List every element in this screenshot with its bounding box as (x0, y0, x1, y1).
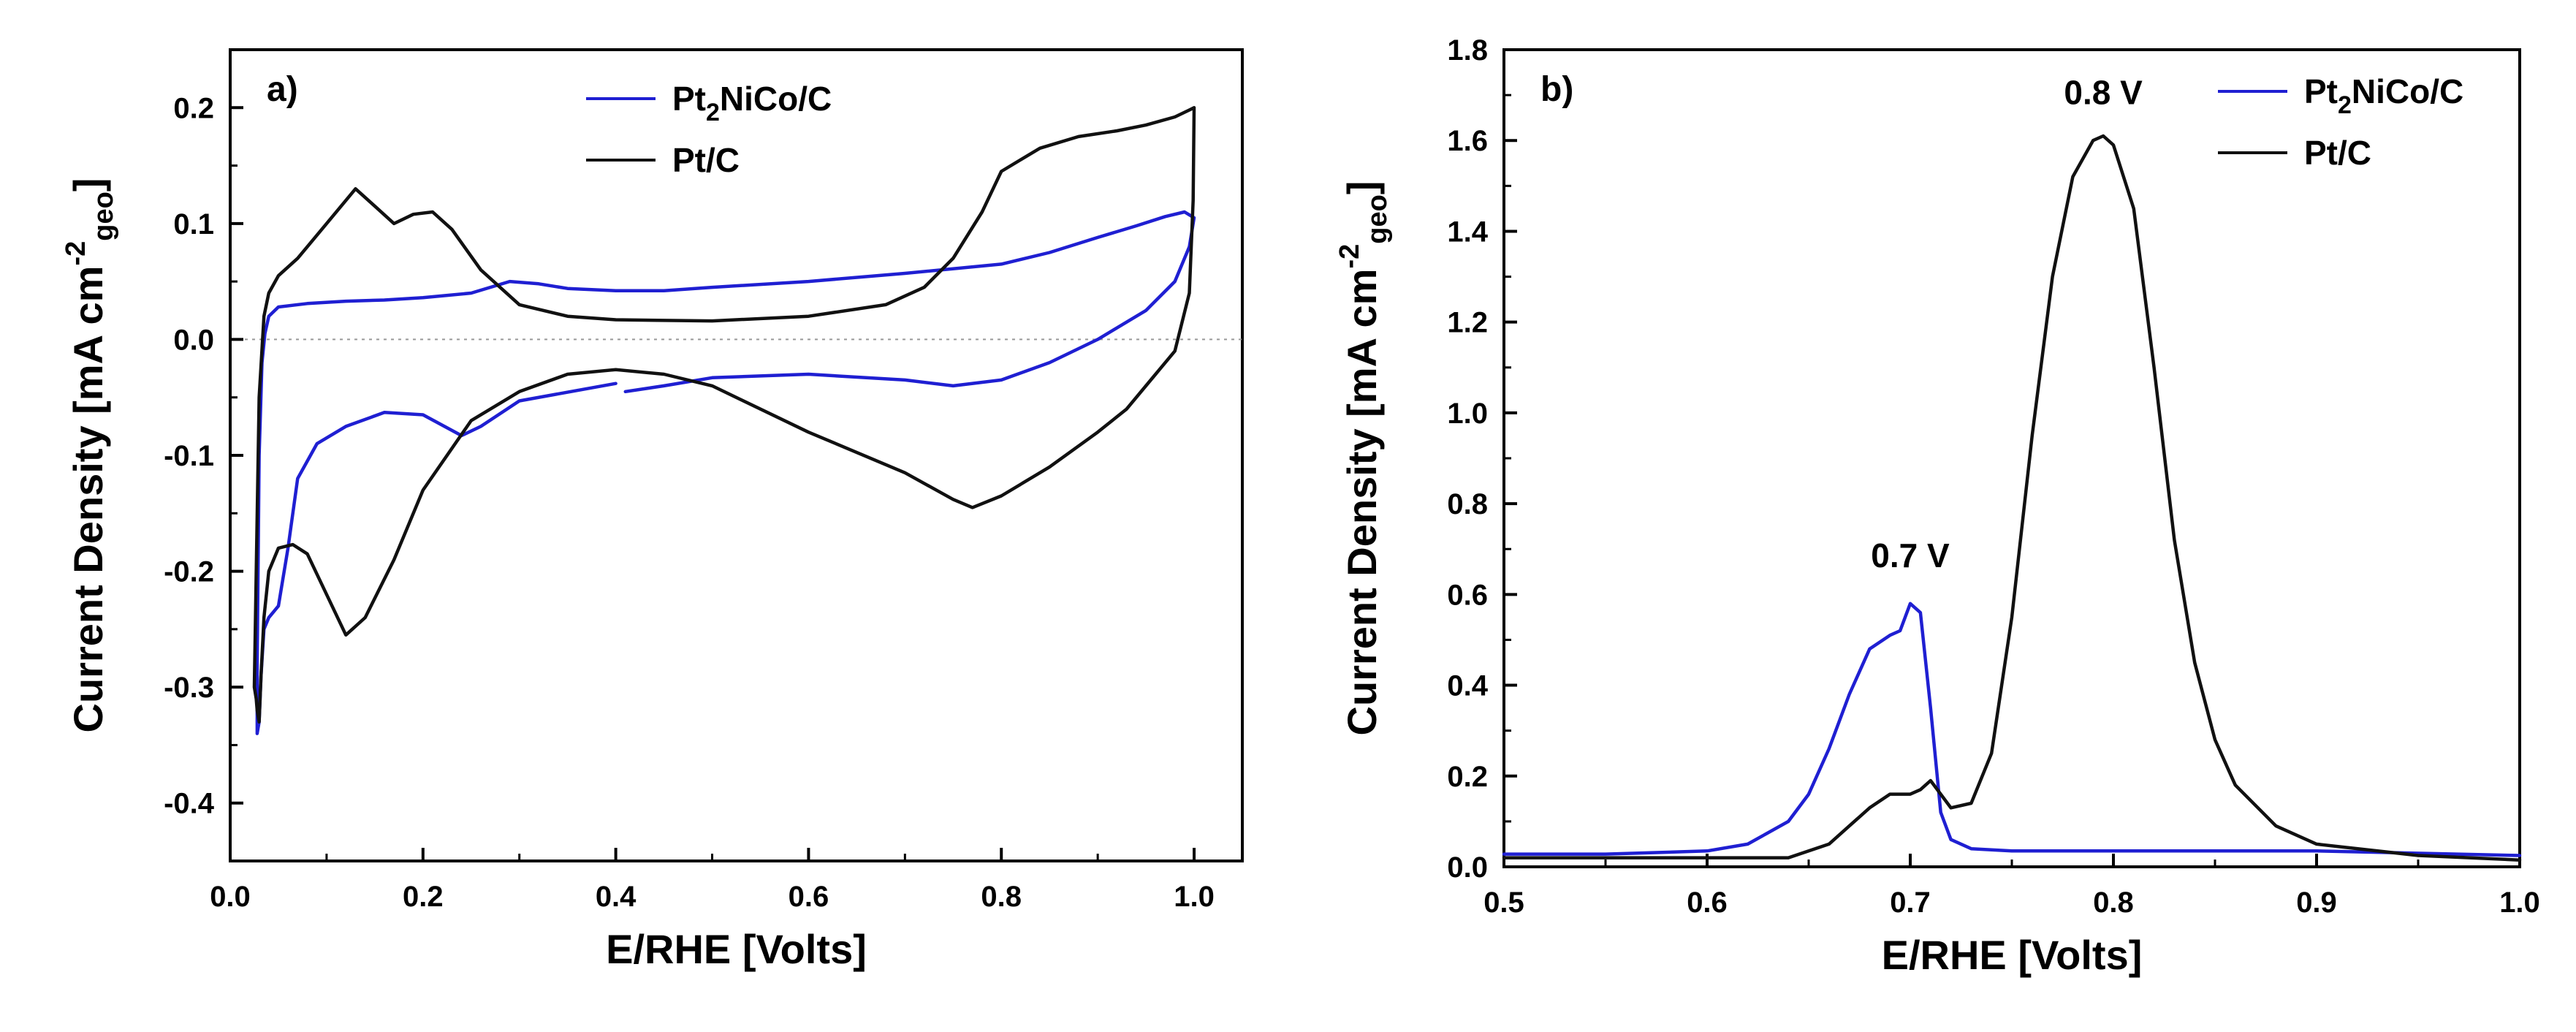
series-layer-b (1502, 134, 2522, 862)
x-tick-label-a: 0.8 (981, 881, 1022, 913)
legend-label-sub: 2 (706, 99, 720, 126)
legend-label-ptc-b: Pt/C (2304, 134, 2371, 172)
x-tick-label-b: 0.9 (2296, 887, 2337, 919)
x-tick-label-b: 0.6 (1687, 887, 1728, 919)
y-tick-label-b: 0.2 (1447, 761, 1488, 793)
legend-label-rest: NiCo/C (2352, 72, 2463, 110)
x-tick-label-a: 1.0 (1174, 881, 1215, 913)
y-axis-title-sup-b: -2 (1334, 244, 1365, 269)
y-tick-label-b: 0.6 (1447, 579, 1488, 611)
panel-label-a: a) (267, 70, 298, 109)
y-tick-label-a: -0.4 (164, 788, 215, 820)
x-tick-label-a: 0.6 (789, 881, 829, 913)
ticks-layer-a: 0.2 0.1 0.0 -0.1 -0.2 -0.3 -0.4 0.0 0.2 0.4 0.6 0.8… (164, 92, 1215, 913)
x-axis-title-b: E/RHE [Volts] (1882, 932, 2143, 978)
plot-frame-b (1502, 48, 2521, 868)
y-tick-label-b: 1.2 (1447, 307, 1488, 339)
x-tick-label-a: 0.0 (210, 881, 251, 913)
legend-label-pt2nico-b: Pt2NiCo/C (2304, 72, 2463, 119)
x-tick-label-b: 0.8 (2093, 887, 2134, 919)
legend-label-sub: 2 (2338, 91, 2352, 119)
y-tick-label-b: 1.4 (1447, 216, 1488, 248)
x-tick-label-b: 1.0 (2499, 887, 2540, 919)
series-layer-a (252, 106, 1196, 735)
x-tick-label-a: 0.4 (596, 881, 637, 913)
legend-a: Pt2NiCo/C Pt/C (586, 80, 832, 179)
y-tick-label-a: 0.1 (173, 208, 214, 240)
y-axis-title-b: Current Density [mA cm-2geo] (1334, 181, 1393, 736)
panel-label-b: b) (1540, 70, 1573, 109)
peak-annotation: 0.8 V (2064, 74, 2143, 112)
chart-panel-a: 0.2 0.1 0.0 -0.1 -0.2 -0.3 -0.4 0.0 0.2 0.4 0.6 0.8… (61, 48, 1244, 972)
legend-label-main: Pt (672, 80, 706, 118)
legend-label-rest: NiCo/C (720, 80, 832, 118)
y-tick-label-a: -0.3 (164, 672, 214, 704)
y-axis-title-end-a: ] (65, 178, 111, 192)
peak-annotation: 0.7 V (1871, 536, 1950, 574)
legend-b: Pt2NiCo/C Pt/C (2218, 72, 2463, 172)
ticks-layer-b: 0.0 0.2 0.4 0.6 0.8 1.0 1.2 1.4 1.6 1.8 0.5 0.6 0.7 0… (1447, 34, 2539, 919)
y-tick-label-b: 1.0 (1447, 398, 1488, 430)
y-tick-label-a: -0.2 (164, 556, 214, 588)
legend-label-main: Pt (2304, 72, 2338, 110)
y-tick-label-a: -0.1 (164, 440, 214, 472)
y-axis-title-sup-a: -2 (61, 241, 91, 266)
y-tick-label-b: 0.4 (1447, 670, 1488, 702)
y-tick-label-a: 0.2 (173, 92, 214, 124)
y-tick-label-b: 1.6 (1447, 125, 1488, 157)
y-tick-label-b: 1.8 (1447, 34, 1488, 67)
legend-label-ptc-a: Pt/C (672, 141, 740, 179)
y-axis-title-main-b: Current Density [mA cm (1339, 269, 1385, 736)
chart-panel-b: 0.0 0.2 0.4 0.6 0.8 1.0 1.2 1.4 1.6 1.8 0.5 0.6 0.7 0… (1334, 34, 2540, 978)
legend-label-pt2nico-a: Pt2NiCo/C (672, 80, 832, 126)
y-axis-title-sub-a: geo (88, 191, 119, 241)
annotations-layer-b: 0.7 V 0.8 V (1871, 74, 2143, 575)
x-tick-label-b: 0.7 (1890, 887, 1931, 919)
y-axis-title-a: Current Density [mA cm-2geo] (61, 178, 119, 733)
series-line-ptc-b (1502, 134, 2522, 862)
y-axis-title-main-a: Current Density [mA cm (65, 266, 111, 733)
series-line-pt2nico-b (1502, 602, 2522, 857)
y-tick-label-b: 0.0 (1447, 851, 1488, 884)
x-axis-title-a: E/RHE [Volts] (606, 926, 867, 972)
series-line-ptc-a (252, 106, 1196, 724)
y-axis-title-end-b: ] (1339, 181, 1385, 195)
y-tick-label-a: 0.0 (173, 324, 214, 356)
y-tick-label-b: 0.8 (1447, 488, 1488, 520)
x-tick-label-a: 0.2 (403, 881, 444, 913)
y-axis-title-sub-b: geo (1362, 194, 1393, 244)
x-tick-label-b: 0.5 (1483, 887, 1524, 919)
series-line-pt2nico-a (255, 210, 1196, 735)
